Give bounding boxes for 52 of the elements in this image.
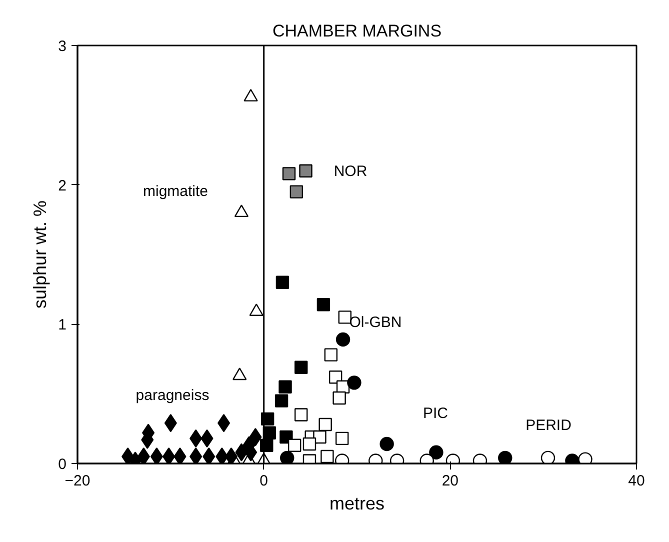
point (316, 298, 330, 312)
point (324, 348, 338, 362)
point (313, 430, 326, 444)
point (498, 450, 512, 464)
point (347, 376, 362, 390)
y-axis-title: sulphur wt. % (30, 200, 50, 309)
y-tick-label: 2 (58, 177, 66, 194)
point (274, 394, 288, 408)
y-tick-label: 3 (58, 38, 66, 55)
point (282, 167, 296, 180)
chart-title: CHAMBER MARGINS (272, 22, 442, 40)
point (380, 436, 394, 452)
point (276, 276, 290, 289)
point (429, 445, 444, 460)
point (294, 360, 308, 374)
point (540, 450, 556, 464)
annotation: migmatite (142, 183, 208, 200)
point (299, 164, 312, 178)
point (302, 437, 316, 451)
point (294, 408, 308, 422)
point (336, 332, 350, 347)
x-axis-title: metres (329, 494, 385, 514)
point (150, 447, 163, 464)
point (335, 432, 349, 446)
x-tick-label: −20 (64, 472, 90, 490)
x-tick-label: 40 (628, 472, 645, 490)
point (235, 443, 248, 462)
point (332, 391, 346, 405)
point (232, 368, 247, 380)
point (320, 450, 334, 464)
x-tick-label: 0 (260, 472, 268, 490)
point (162, 447, 176, 464)
point (174, 447, 186, 464)
annotation: paragneiss (136, 387, 210, 404)
point (318, 418, 332, 432)
y-tick-label: 0 (58, 456, 66, 473)
point (338, 310, 352, 324)
point (278, 380, 292, 394)
point (280, 450, 294, 464)
annotation: Ol-GBN (349, 314, 402, 331)
point (290, 185, 304, 198)
point (288, 438, 302, 452)
point (190, 447, 202, 464)
annotation: PERID (526, 417, 572, 434)
point (202, 447, 216, 464)
point (224, 447, 238, 464)
annotation: PIC (423, 405, 448, 422)
y-tick-label: 1 (58, 316, 66, 334)
point (216, 447, 228, 464)
point (137, 447, 150, 464)
annotation: NOR (334, 163, 368, 180)
x-tick-label: 20 (442, 472, 459, 490)
